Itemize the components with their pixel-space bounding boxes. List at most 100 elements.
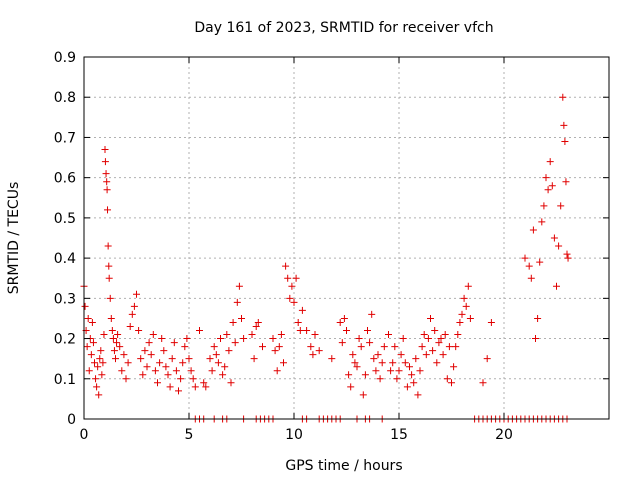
data-point [393, 375, 401, 383]
data-point [231, 339, 239, 347]
data-point [454, 331, 462, 339]
data-point [422, 351, 430, 359]
data-point [487, 318, 495, 326]
data-point [387, 367, 395, 375]
data-point [534, 314, 542, 322]
data-point [149, 331, 157, 339]
data-point [147, 351, 155, 359]
data-point [275, 343, 283, 351]
data-point [355, 335, 363, 343]
data-point [124, 359, 132, 367]
data-point [202, 383, 210, 391]
data-point [464, 282, 472, 290]
data-point [557, 202, 565, 210]
data-point [172, 367, 180, 375]
data-point [229, 318, 237, 326]
data-point [298, 306, 306, 314]
data-point [529, 226, 537, 234]
data-point [544, 186, 552, 194]
data-point [353, 363, 361, 371]
data-point [212, 351, 220, 359]
data-point [303, 327, 311, 335]
data-point [175, 387, 182, 395]
data-point [309, 351, 317, 359]
data-point [116, 343, 124, 351]
data-point [277, 331, 285, 339]
data-point [158, 335, 166, 343]
data-point [273, 367, 281, 375]
data-point [374, 351, 382, 359]
data-point [559, 93, 567, 101]
data-point [109, 335, 117, 343]
data-point [162, 363, 170, 371]
data-point [104, 242, 112, 250]
data-point [92, 375, 100, 383]
y-tick-label: 0.7 [54, 130, 76, 146]
data-point [338, 339, 346, 347]
data-point [521, 254, 529, 262]
data-point [210, 343, 218, 351]
data-point [96, 355, 104, 363]
data-point [408, 371, 416, 379]
data-point [143, 363, 151, 371]
data-point [553, 282, 560, 290]
data-point [372, 367, 380, 375]
data-point [235, 282, 243, 290]
data-point [292, 274, 300, 282]
data-point [87, 351, 95, 359]
data-point [349, 351, 357, 359]
data-point [397, 351, 405, 359]
data-point [439, 351, 447, 359]
data-point [406, 363, 413, 371]
data-point [431, 327, 439, 335]
data-point [223, 331, 231, 339]
grid-lines [84, 57, 609, 419]
data-point [437, 335, 445, 343]
data-point [120, 351, 128, 359]
data-point [441, 331, 449, 339]
data-point [564, 254, 572, 262]
data-point [532, 335, 539, 343]
data-point [91, 359, 98, 367]
data-point [181, 343, 189, 351]
data-point [420, 331, 428, 339]
data-point [357, 343, 365, 351]
data-point [452, 343, 460, 351]
data-point [542, 174, 550, 182]
data-point [118, 367, 126, 375]
data-point [114, 331, 122, 339]
data-point [359, 391, 367, 399]
data-point [290, 298, 298, 306]
data-point [189, 375, 197, 383]
data-point [100, 331, 108, 339]
data-point [563, 250, 571, 258]
data-point [103, 186, 111, 194]
data-point [122, 375, 130, 383]
data-point [133, 290, 140, 298]
data-point [294, 318, 302, 326]
data-point [238, 314, 245, 322]
data-point [221, 363, 229, 371]
data-point [233, 298, 241, 306]
data-point [448, 379, 455, 387]
data-point [112, 355, 119, 363]
data-point [414, 391, 422, 399]
data-point [135, 327, 143, 335]
data-point [380, 343, 388, 351]
data-point [208, 367, 216, 375]
data-point [191, 383, 199, 391]
data-point [424, 335, 432, 343]
data-point [177, 375, 185, 383]
data-point [340, 314, 348, 322]
data-point [156, 359, 164, 367]
data-point [315, 347, 323, 355]
data-point [282, 262, 290, 270]
data-point [168, 355, 176, 363]
data-point [540, 202, 548, 210]
data-point [416, 367, 424, 375]
data-point [351, 359, 359, 367]
data-point [555, 242, 563, 250]
y-axis-label: SRMTID / TECUs [6, 182, 22, 295]
data-point [550, 234, 558, 242]
